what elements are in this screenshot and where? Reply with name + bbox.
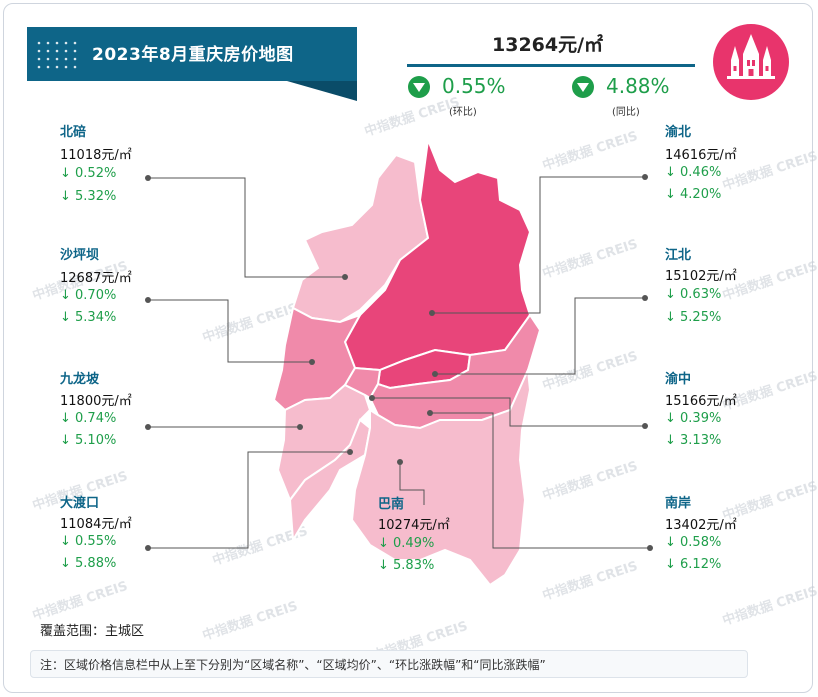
coverage-note: 覆盖范围：主城区 xyxy=(40,624,145,639)
leader-dot xyxy=(342,274,348,280)
leader-dot xyxy=(647,545,653,551)
district-yoy-nanan: ↓ 6.12% xyxy=(665,557,722,572)
leader-dot xyxy=(369,395,375,401)
district-name-jiangbei: 江北 xyxy=(665,248,692,263)
leader-dot xyxy=(642,174,648,180)
district-yoy-jiangbei: ↓ 5.25% xyxy=(665,310,722,325)
city-mom-label: (环比) xyxy=(449,107,477,118)
district-mom-banan: ↓ 0.49% xyxy=(378,536,435,551)
district-name-shapingba: 沙坪坝 xyxy=(60,248,100,263)
district-mom-nanan: ↓ 0.58% xyxy=(665,535,722,550)
leader-dot xyxy=(397,459,403,465)
summary-divider xyxy=(407,64,695,67)
district-price-banan: 10274元/㎡ xyxy=(378,518,450,533)
leader-dot xyxy=(427,410,433,416)
leader-dot xyxy=(145,175,151,181)
city-mom-change: 0.55% xyxy=(442,74,506,98)
district-name-dadukou: 大渡口 xyxy=(60,496,100,511)
district-yoy-yubei: ↓ 4.20% xyxy=(665,187,722,202)
district-price-yubei: 14616元/㎡ xyxy=(665,148,737,163)
district-yoy-yuzhong: ↓ 3.13% xyxy=(665,433,722,448)
leader-line-shapingba xyxy=(148,299,312,363)
leader-dot xyxy=(432,371,438,377)
title-banner xyxy=(27,27,357,81)
leader-line-nanan xyxy=(430,412,650,549)
district-price-yuzhong: 15166元/㎡ xyxy=(665,394,737,409)
title-banner-fold xyxy=(287,81,357,101)
page-title: 2023年8月重庆房价地图 xyxy=(92,45,294,65)
leader-line-dadukou xyxy=(148,451,350,549)
district-yoy-banan: ↓ 5.83% xyxy=(378,558,435,573)
leader-line-yuzhong xyxy=(372,397,645,427)
district-yoy-beibei: ↓ 5.32% xyxy=(60,189,117,204)
leader-dot xyxy=(145,545,151,551)
district-area-banan[interactable] xyxy=(350,366,532,587)
city-average-price: 13264元/㎡ xyxy=(492,34,604,56)
down-triangle-circle-icon xyxy=(408,76,430,98)
leader-line-banan xyxy=(399,462,425,505)
city-yoy-change: 4.88% xyxy=(606,74,670,98)
district-mom-yuzhong: ↓ 0.39% xyxy=(665,411,722,426)
leader-line-beibei xyxy=(148,177,345,278)
district-name-yubei: 渝北 xyxy=(665,125,692,140)
legend-note-box xyxy=(30,650,748,678)
leader-dot xyxy=(309,359,315,365)
leader-dot xyxy=(642,295,648,301)
leader-dot xyxy=(145,297,151,303)
district-name-yuzhong: 渝中 xyxy=(665,372,692,387)
district-yoy-jiulongpo: ↓ 5.10% xyxy=(60,433,117,448)
district-mom-jiangbei: ↓ 0.63% xyxy=(665,287,722,302)
cathedral-skyline-icon xyxy=(713,24,789,100)
down-triangle-circle-icon xyxy=(572,76,594,98)
city-yoy-label: (同比) xyxy=(612,107,640,118)
dot-grid-icon xyxy=(37,41,77,69)
leader-dot xyxy=(642,423,648,429)
district-name-banan: 巴南 xyxy=(378,497,405,512)
district-price-nanan: 13402元/㎡ xyxy=(665,518,737,533)
page-frame xyxy=(3,3,813,693)
leader-line-jiangbei xyxy=(435,297,645,375)
district-yoy-dadukou: ↓ 5.88% xyxy=(60,556,117,571)
district-price-shapingba: 12687元/㎡ xyxy=(60,271,132,286)
district-price-jiangbei: 15102元/㎡ xyxy=(665,269,737,284)
district-price-jiulongpo: 11800元/㎡ xyxy=(60,394,132,409)
district-price-dadukou: 11084元/㎡ xyxy=(60,517,132,532)
leader-dot xyxy=(347,449,353,455)
district-mom-shapingba: ↓ 0.70% xyxy=(60,288,117,303)
leader-dot xyxy=(145,424,151,430)
leader-dot xyxy=(297,424,303,430)
district-mom-yubei: ↓ 0.46% xyxy=(665,165,722,180)
district-name-beibei: 北碚 xyxy=(60,125,87,140)
leader-line-yubei xyxy=(432,176,645,314)
district-name-nanan: 南岸 xyxy=(665,496,692,511)
district-price-beibei: 11018元/㎡ xyxy=(60,148,132,163)
district-name-jiulongpo: 九龙坡 xyxy=(60,372,100,387)
leader-dot xyxy=(429,310,435,316)
district-mom-jiulongpo: ↓ 0.74% xyxy=(60,411,117,426)
district-mom-beibei: ↓ 0.52% xyxy=(60,166,117,181)
district-mom-dadukou: ↓ 0.55% xyxy=(60,534,117,549)
legend-note-text: 注：区域价格信息栏中从上至下分别为“区域名称”、“区域均价”、“环比涨跌幅”和“… xyxy=(40,658,546,672)
district-yoy-shapingba: ↓ 5.34% xyxy=(60,310,117,325)
